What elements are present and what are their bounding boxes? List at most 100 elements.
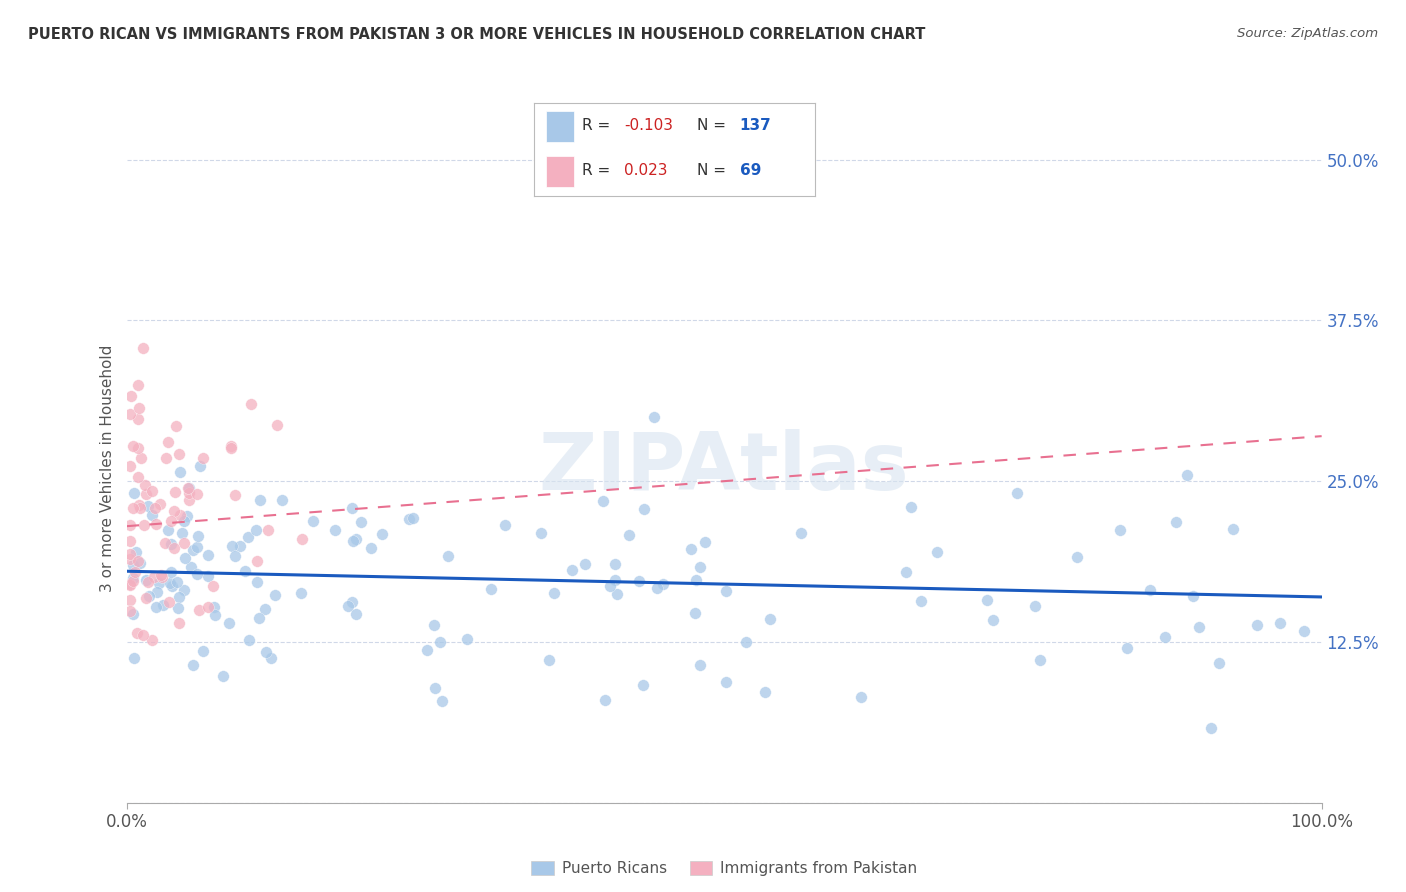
Point [1246,618,1268,632]
Point [129,500,152,515]
Point [197,600,219,615]
Point [981,613,1004,627]
Point [120,577,142,591]
Point [120,517,142,532]
Point [592,493,614,508]
Point [342,501,364,516]
Point [790,526,813,541]
Point [425,681,447,696]
Point [197,548,219,562]
Point [925,545,948,559]
Point [165,419,187,434]
Point [652,576,675,591]
Point [599,579,621,593]
Point [323,523,346,537]
Point [180,560,202,574]
Point [166,601,188,615]
Point [254,602,277,616]
Point [685,573,707,587]
Point [150,570,173,584]
Point [187,529,209,543]
Point [894,565,917,579]
Point [561,564,583,578]
Point [177,485,200,500]
Point [122,651,145,665]
Text: PUERTO RICAN VS IMMIGRANTS FROM PAKISTAN 3 OR MORE VEHICLES IN HOUSEHOLD CORRELA: PUERTO RICAN VS IMMIGRANTS FROM PAKISTAN… [28,27,925,42]
Point [849,690,872,704]
Point [157,523,180,537]
Point [163,541,186,555]
Point [159,565,181,579]
Point [159,575,181,590]
Point [152,598,174,612]
Point [149,567,172,582]
Point [714,584,737,599]
Point [141,508,163,523]
Point [633,501,655,516]
Point [121,571,143,585]
Point [120,407,142,421]
Point [122,500,145,515]
Point [186,486,208,500]
Point [129,556,152,570]
Point [229,539,252,553]
Point [260,650,283,665]
Point [162,578,184,592]
Point [900,500,922,515]
Point [173,514,195,528]
Point [174,550,197,565]
Point [219,439,242,453]
Point [342,534,364,549]
Point [494,518,516,533]
Point [134,478,156,492]
Point [125,545,148,559]
Point [645,581,668,595]
Bar [546,111,574,142]
Point [256,523,278,537]
Point [233,565,256,579]
Point [138,589,160,603]
Point [120,389,142,403]
Point [173,535,195,549]
Point [1268,616,1291,631]
Point [1109,523,1132,537]
Point [1029,653,1052,667]
Point [1199,721,1222,735]
Point [301,514,323,528]
Point [529,526,551,541]
Point [141,483,163,498]
Point [606,587,628,601]
Point [191,643,214,657]
Point [1222,522,1244,536]
Point [543,586,565,600]
Point [120,593,142,607]
Point [131,341,153,355]
Point [173,582,195,597]
Point [423,617,446,632]
Point [643,409,665,424]
Point [120,547,142,561]
Point [163,504,186,518]
Point [291,532,314,546]
Point [689,560,711,574]
Y-axis label: 3 or more Vehicles in Household: 3 or more Vehicles in Household [100,344,115,592]
Point [1164,515,1187,529]
Point [247,611,270,625]
Point [120,458,142,473]
Point [221,539,243,553]
Point [1177,467,1199,482]
Point [202,600,225,615]
Point [456,632,478,646]
Point [120,552,142,566]
Point [1024,599,1046,613]
Point [1154,630,1177,644]
Point [128,498,150,512]
Point [127,378,149,392]
Point [603,557,626,571]
Point [127,412,149,426]
Point [266,417,288,432]
Point [631,677,654,691]
Point [683,606,706,620]
Point [155,450,177,465]
Point [128,401,150,415]
